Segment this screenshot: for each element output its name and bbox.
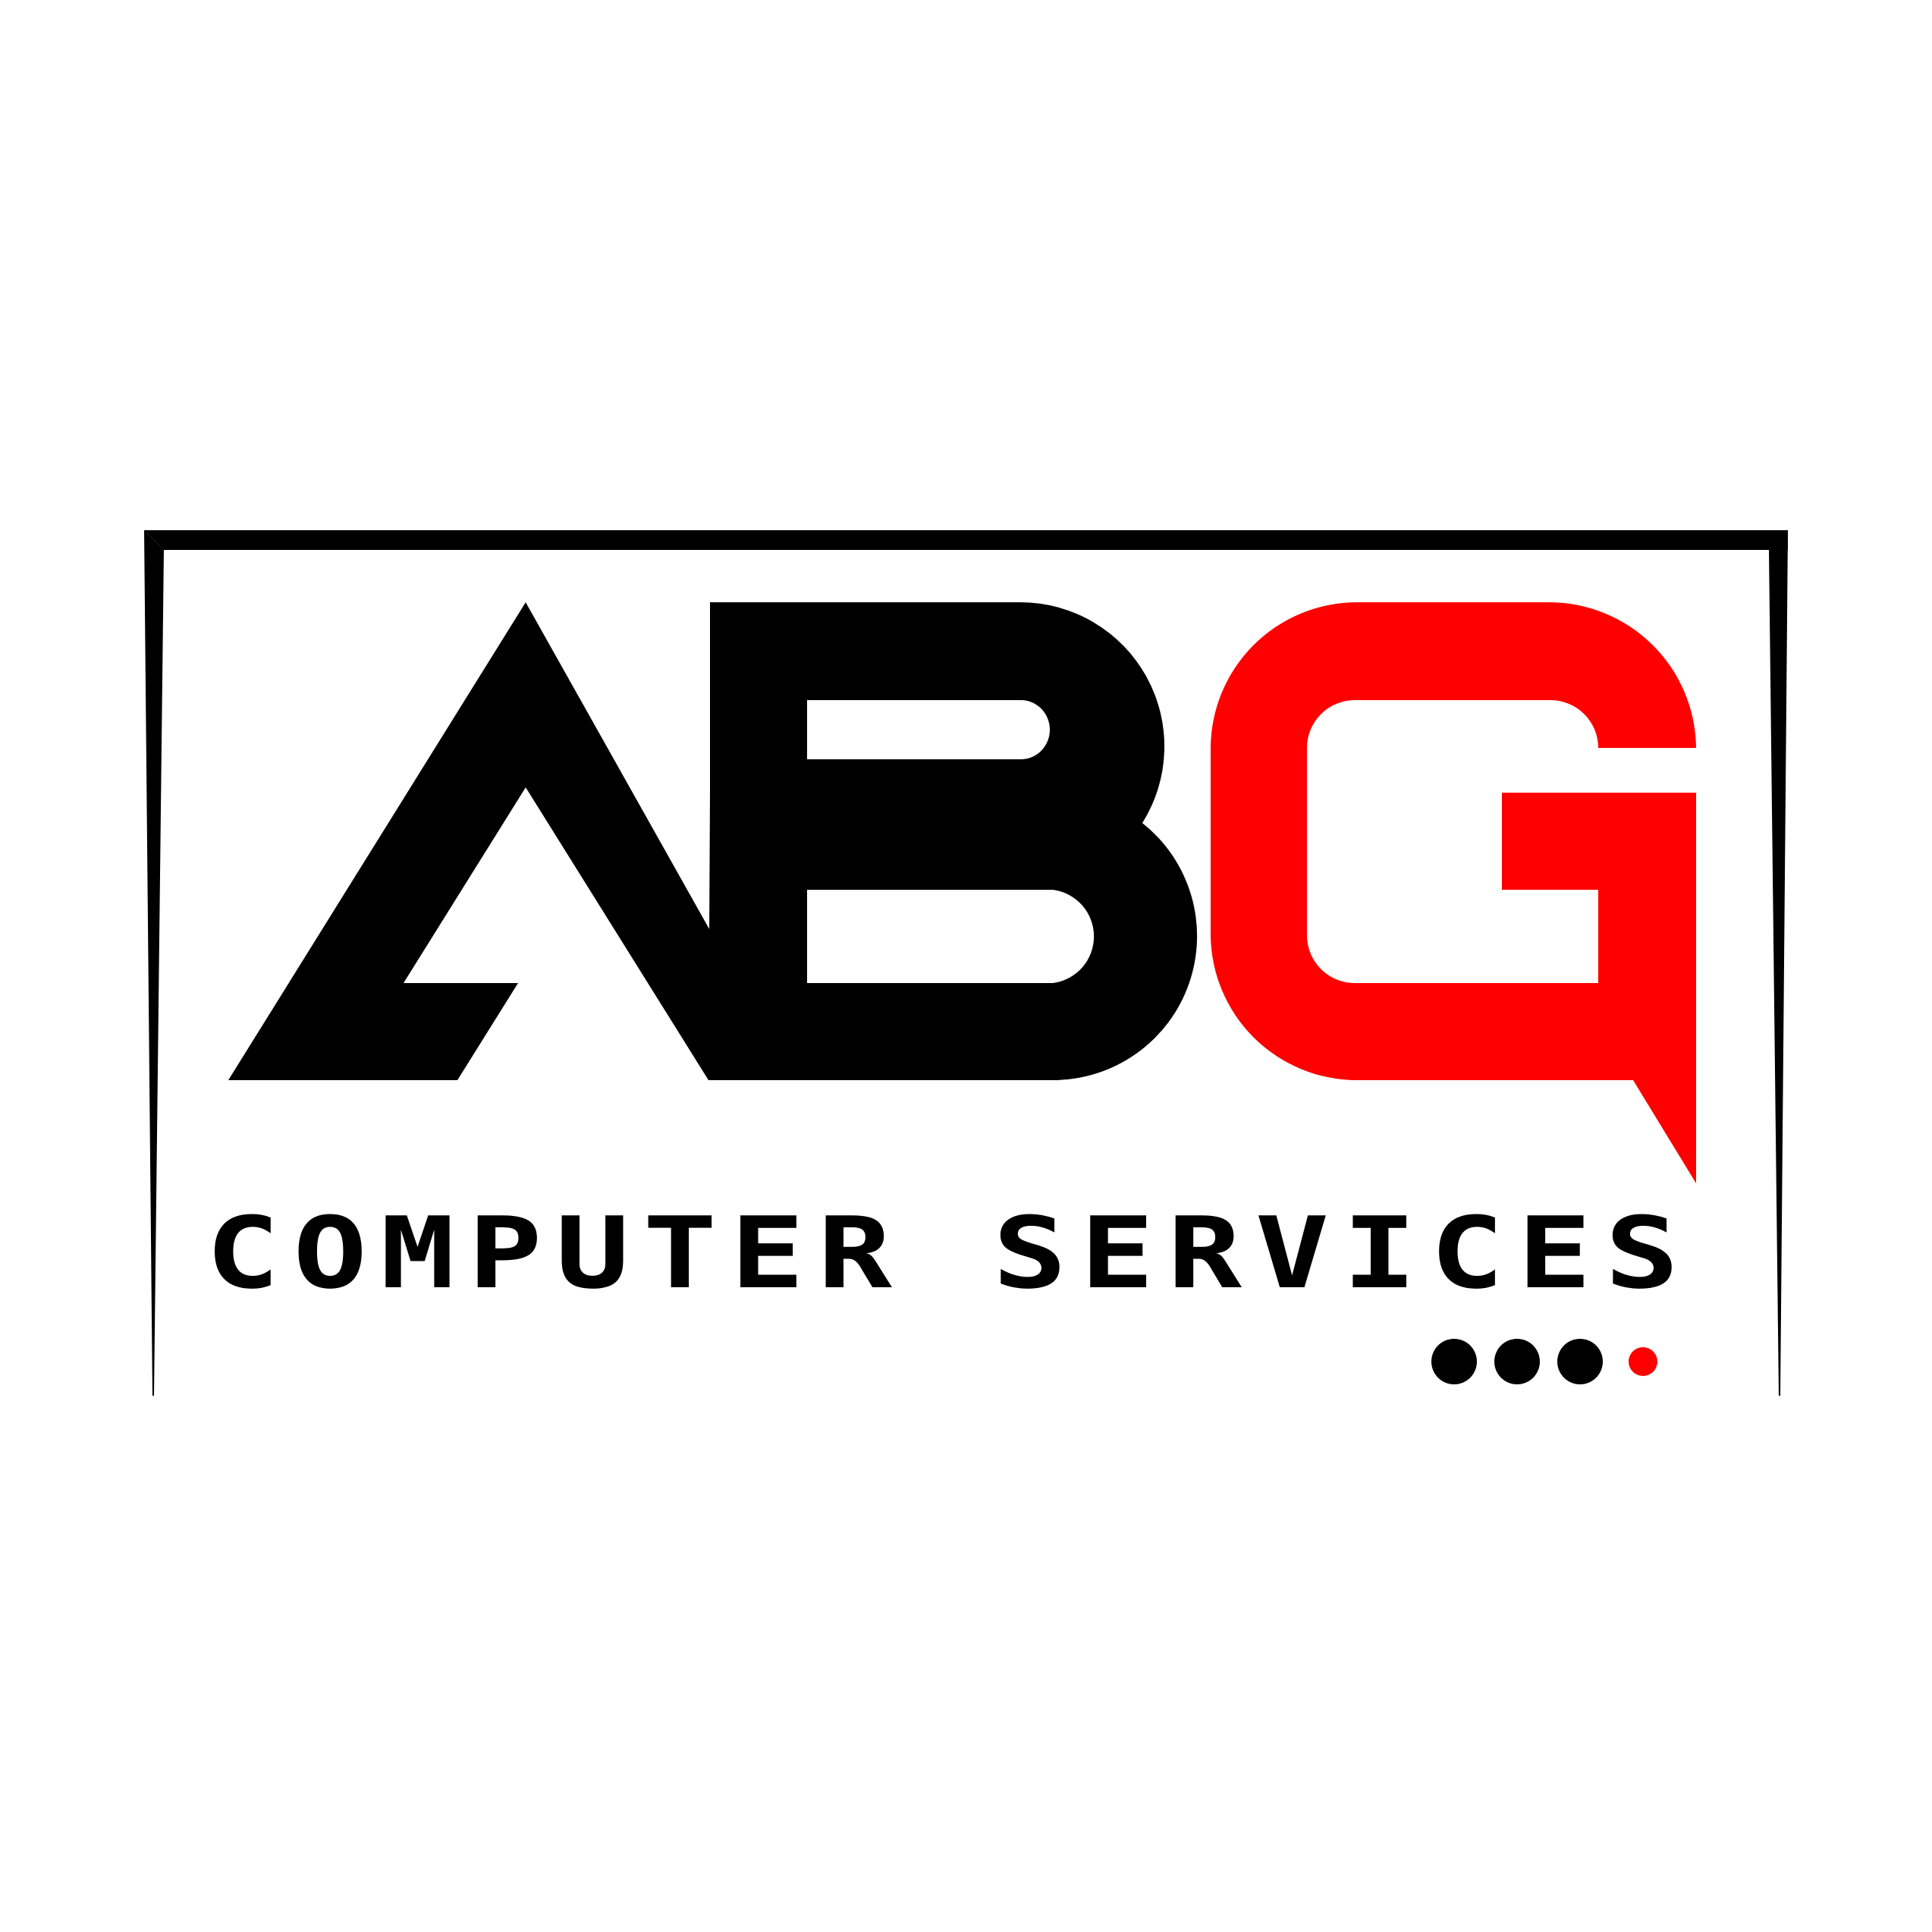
letter-a: [228, 602, 794, 1080]
dot-3: [1557, 1339, 1603, 1384]
dot-2: [1494, 1339, 1540, 1384]
letter-b: [708, 602, 1198, 1080]
frame-outline-icon: [144, 530, 1788, 1396]
dot-1: [1431, 1339, 1477, 1384]
tagline: COMPUTER SERVICES: [206, 1195, 1692, 1311]
letter-g[interactable]: [1211, 602, 1696, 1183]
ellipsis-dots-icon: [1431, 1339, 1657, 1384]
dot-4: [1629, 1347, 1657, 1376]
